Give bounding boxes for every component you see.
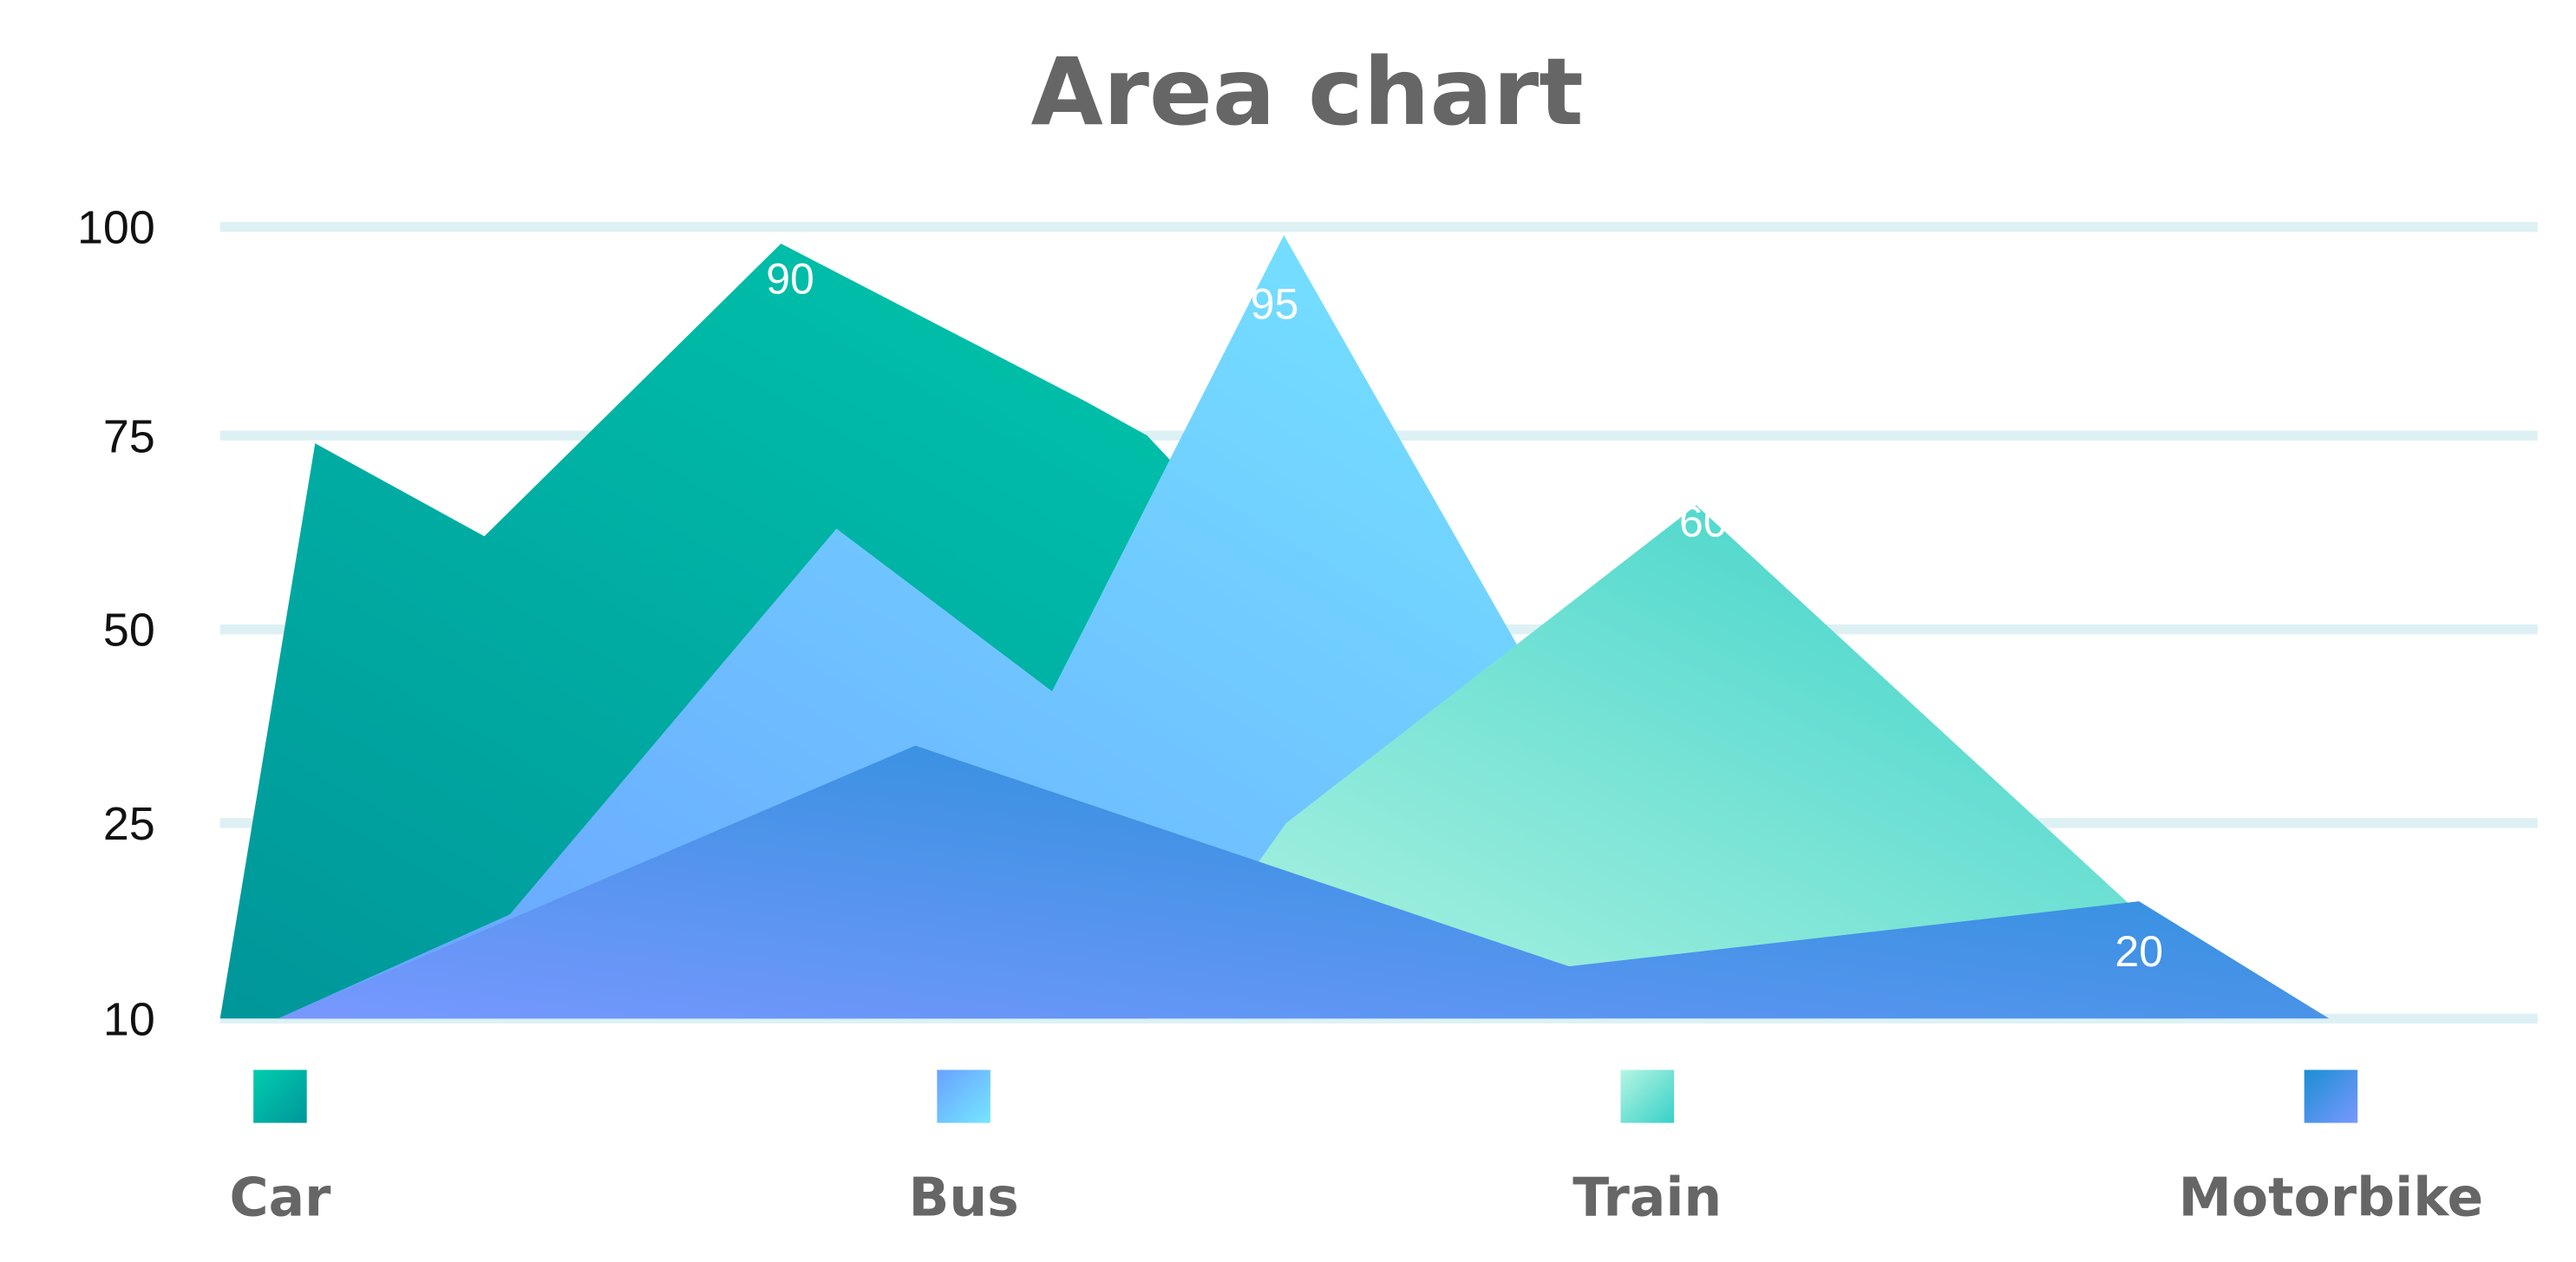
data-label: 60: [1679, 498, 1728, 546]
data-label: 95: [1251, 280, 1299, 329]
y-tick-label: 50: [103, 605, 155, 657]
y-axis-ticks: 100 75 50 25 10: [77, 202, 155, 1046]
y-tick-label: 10: [103, 994, 155, 1046]
area-bus: [278, 235, 1592, 1019]
legend-label-train: Train: [1572, 1167, 1722, 1229]
y-tick-label: 25: [103, 798, 155, 850]
legend: Car Bus Train Motorbike: [229, 1069, 2484, 1229]
legend-swatch-motorbike: [2304, 1069, 2358, 1123]
data-label: 90: [766, 255, 814, 304]
y-tick-label: 75: [103, 410, 155, 462]
y-tick-label: 100: [77, 202, 155, 254]
legend-swatch-bus: [937, 1069, 991, 1123]
legend-swatch-train: [1620, 1069, 1675, 1123]
legend-label-car: Car: [229, 1167, 331, 1229]
legend-label-bus: Bus: [908, 1167, 1018, 1229]
data-labels: 90 95 60 20: [766, 255, 2163, 976]
area-train: [1147, 505, 2183, 1019]
chart-title: Area chart: [1031, 39, 1584, 147]
area-layer: [219, 235, 2330, 1019]
data-label: 20: [2115, 927, 2163, 976]
legend-label-motorbike: Motorbike: [2179, 1167, 2484, 1229]
area-motorbike: [278, 745, 2330, 1019]
legend-swatch-car: [253, 1069, 307, 1123]
